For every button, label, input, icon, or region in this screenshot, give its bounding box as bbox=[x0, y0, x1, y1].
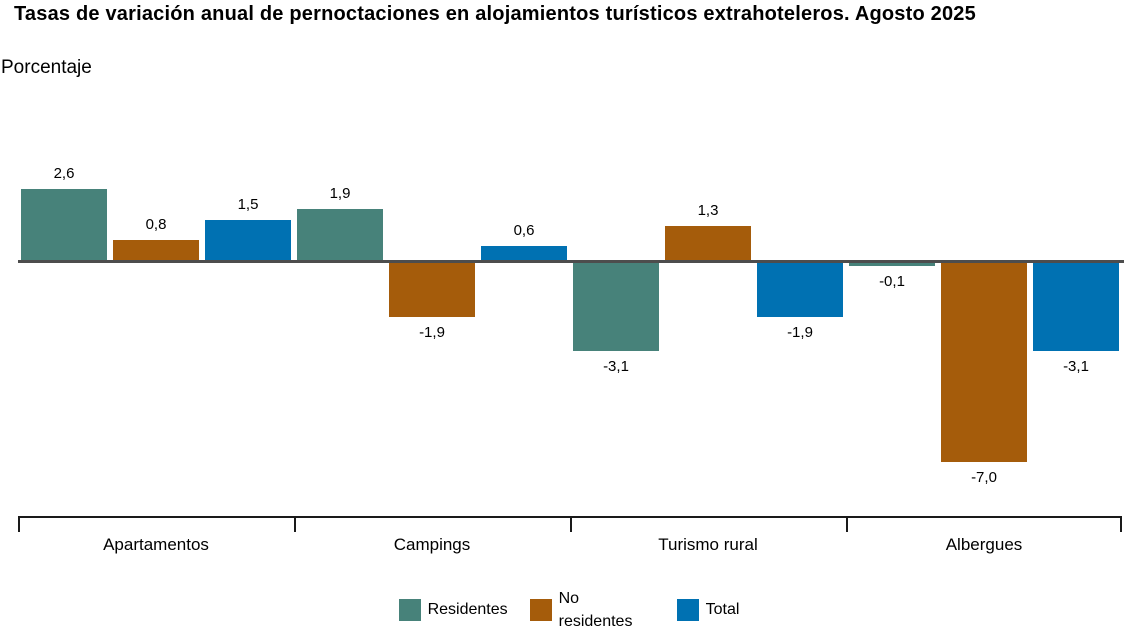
bar-total-campings[interactable] bbox=[481, 245, 567, 263]
residentes-swatch-icon bbox=[398, 599, 421, 621]
x-axis-tick bbox=[570, 518, 572, 532]
legend-item-no-residentes: No residentes bbox=[529, 587, 655, 633]
bar-residentes-albergues[interactable] bbox=[849, 263, 935, 266]
bar-no-residentes-campings[interactable] bbox=[389, 263, 475, 317]
x-axis-tick bbox=[846, 518, 848, 532]
bar-value-label: -7,0 bbox=[971, 468, 997, 486]
legend: Residentes No residentes Total bbox=[0, 582, 1138, 638]
bar-value-label: 1,5 bbox=[237, 196, 259, 214]
bar-value-label: -3,1 bbox=[1063, 358, 1089, 376]
bar-total-turismo-rural[interactable] bbox=[757, 263, 843, 317]
bar-value-label: 0,8 bbox=[145, 216, 167, 234]
x-axis-tick bbox=[294, 518, 296, 532]
bar-no-residentes-turismo-rural[interactable] bbox=[665, 226, 751, 263]
x-axis-tick bbox=[18, 518, 20, 532]
chart-subtitle: Porcentaje bbox=[1, 57, 92, 78]
x-axis bbox=[18, 516, 1122, 534]
bar-no-residentes-apartamentos[interactable] bbox=[113, 240, 199, 263]
bar-value-label: -0,1 bbox=[879, 272, 905, 290]
bar-value-label: -3,1 bbox=[603, 358, 629, 376]
bar-residentes-turismo-rural[interactable] bbox=[573, 263, 659, 352]
bar-no-residentes-albergues[interactable] bbox=[941, 263, 1027, 462]
x-axis-tick bbox=[1120, 518, 1122, 532]
bar-value-label: 1,3 bbox=[697, 202, 719, 220]
bar-residentes-campings[interactable] bbox=[297, 209, 383, 263]
legend-label-residentes: Residentes bbox=[427, 601, 508, 619]
category-label-campings: Campings bbox=[393, 535, 471, 554]
bar-total-apartamentos[interactable] bbox=[205, 220, 291, 263]
total-swatch-icon bbox=[676, 599, 699, 621]
bar-residentes-apartamentos[interactable] bbox=[21, 189, 107, 263]
bar-value-label: -1,9 bbox=[419, 323, 445, 341]
category-label-albergues: Albergues bbox=[945, 535, 1023, 554]
zero-baseline bbox=[18, 260, 1124, 263]
legend-label-no-residentes: No residentes bbox=[558, 589, 633, 630]
bar-total-albergues[interactable] bbox=[1033, 263, 1119, 352]
legend-item-total: Total bbox=[676, 598, 740, 621]
legend-label-total: Total bbox=[705, 601, 740, 619]
bar-value-label: 1,9 bbox=[329, 185, 351, 203]
bar-value-label: -1,9 bbox=[787, 323, 813, 341]
category-label-turismo-rural: Turismo rural bbox=[658, 535, 758, 554]
bar-value-label: 0,6 bbox=[513, 221, 535, 239]
chart-title: Tasas de variación anual de pernoctacion… bbox=[14, 3, 976, 25]
no-residentes-swatch-icon bbox=[529, 599, 552, 621]
bar-value-label: 2,6 bbox=[53, 165, 75, 183]
legend-item-residentes: Residentes bbox=[398, 598, 508, 621]
category-label-apartamentos: Apartamentos bbox=[103, 535, 209, 554]
